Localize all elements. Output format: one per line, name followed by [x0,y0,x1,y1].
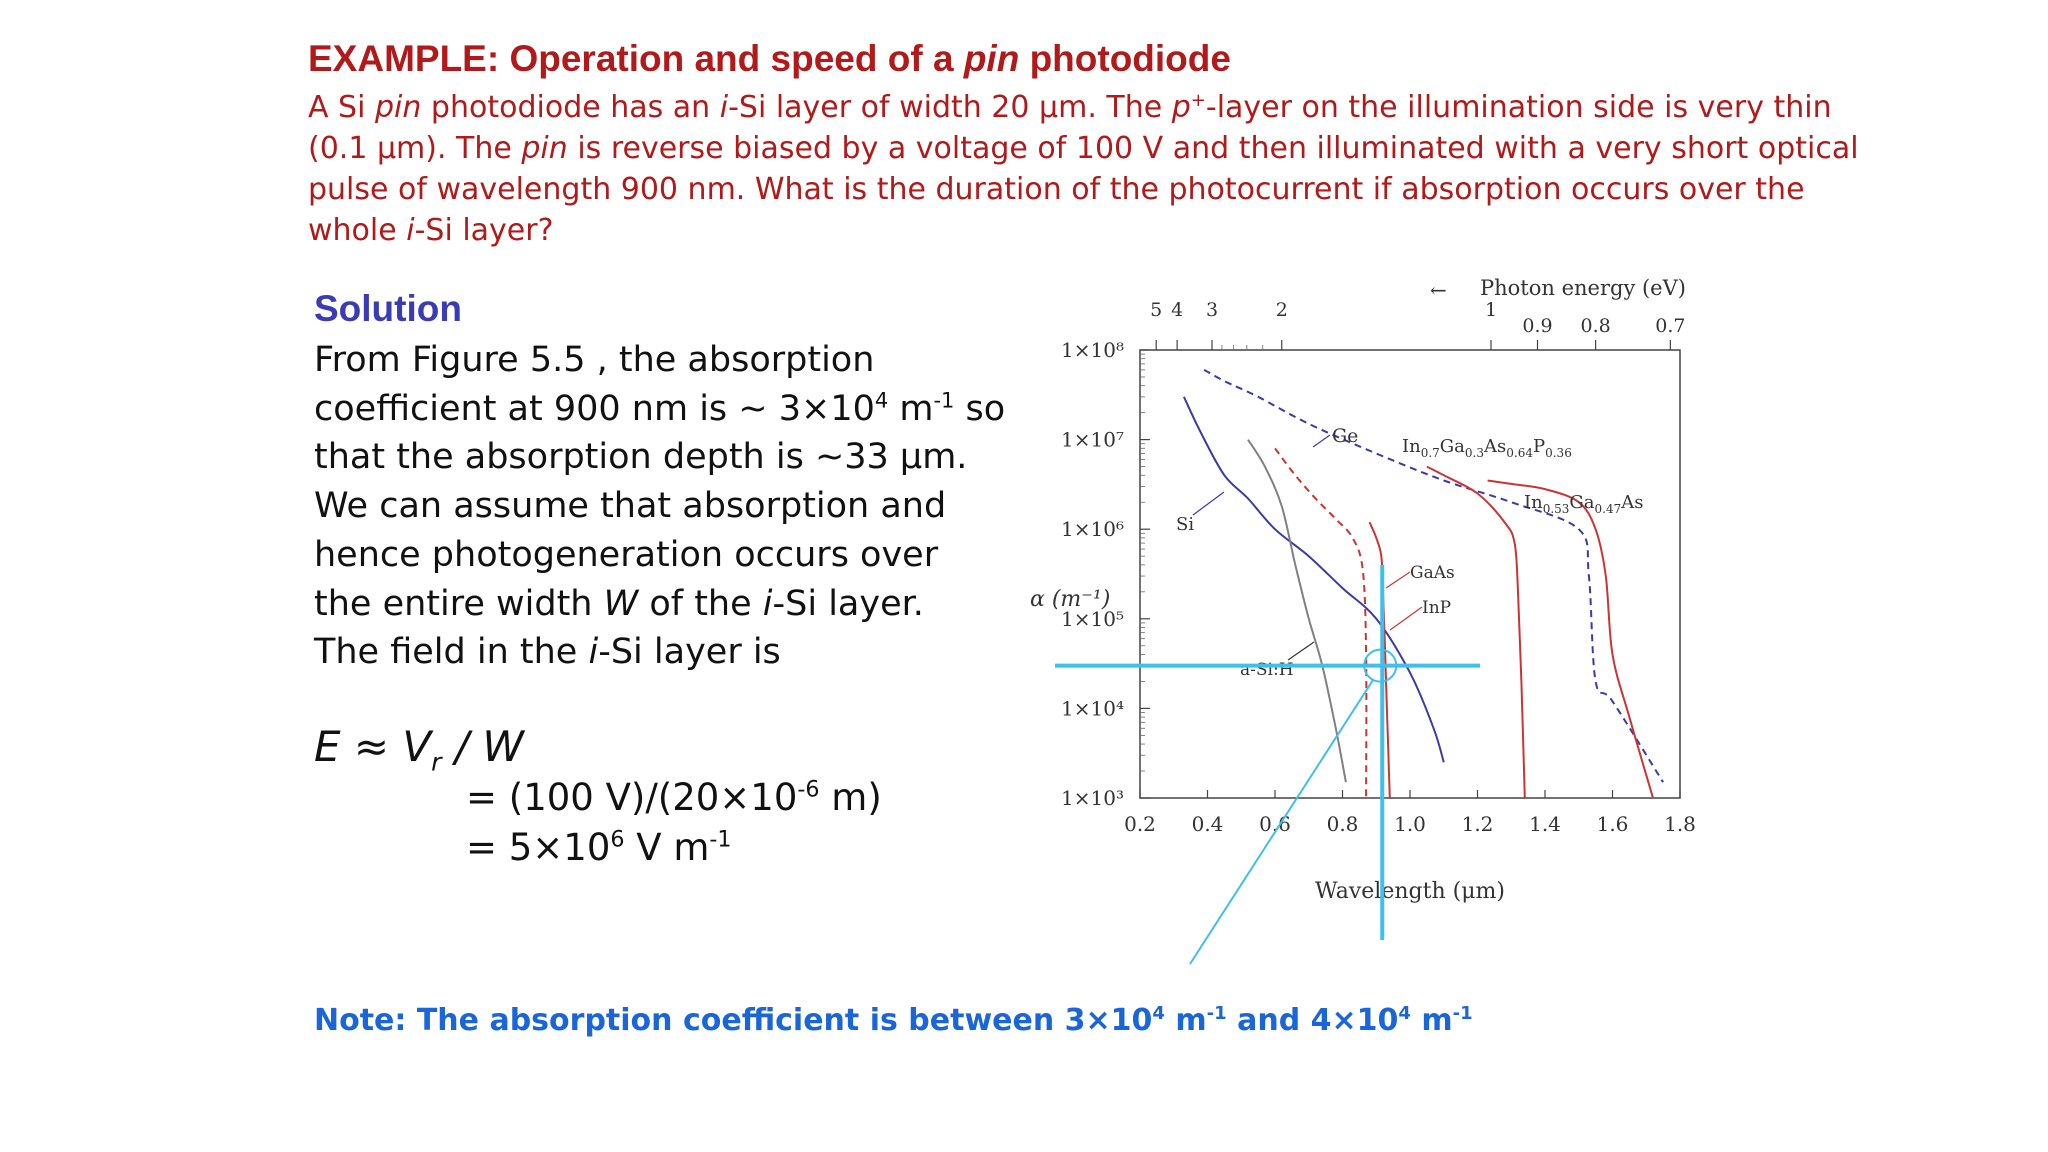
solution-line-2: coefficient at 900 nm is ~ 3×104 m-1 so [314,388,1006,429]
x-tick-label: 0.2 [1124,812,1156,836]
y-tick-label: 1×10⁴ [1061,696,1124,720]
top-tick-label: 0.7 [1655,315,1685,337]
x-axis-label: Wavelength (μm) [1315,879,1505,904]
curve-inp [1368,521,1391,799]
cursor-circle [1363,648,1398,683]
y-tick-label: 1×10⁶ [1061,517,1124,541]
top-tick-label: 4 [1171,299,1183,321]
top-tick-label: 0.9 [1522,315,1552,337]
problem-line-2: (0.1 μm). The pin is reverse biased by a… [308,131,1859,166]
top-tick-label: 0.8 [1581,315,1611,337]
top-tick-label: 3 [1206,299,1218,321]
label-si: Si [1176,514,1194,535]
x-tick-label: 1.6 [1597,812,1629,836]
leader-ge [1312,434,1331,448]
label-ingaas: In0.53Ga0.47As [1524,492,1644,516]
curve-ge [1203,369,1664,783]
label-inp: InP [1422,598,1451,618]
x-tick-label: 1.2 [1462,812,1494,836]
cursor-pointer-arrow [1189,679,1375,965]
solution-heading: Solution [314,288,462,329]
field-equation-step-1: = (100 V)/(20×10-6 m) [466,776,882,819]
y-tick-label: 1×10⁵ [1061,607,1124,631]
field-equation-result: = 5×106 V m-1 [466,826,732,869]
x-tick-label: 0.8 [1327,812,1359,836]
problem-line-1: A Si pin photodiode has an i-Si layer of… [308,90,1832,125]
y-tick-label: 1×10⁸ [1061,338,1124,362]
curve-gaas [1274,447,1368,799]
top-tick-label: 2 [1276,299,1288,321]
top-axis-arrow: ← [1430,278,1447,302]
solution-line-7: The field in the i-Si layer is [314,632,781,673]
x-tick-label: 1.8 [1664,812,1696,836]
axis-ticks: 0.2 0.4 0.6 0.8 1.0 1.2 1.4 1.6 1.81×10³1×10⁴1×1… [1061,299,1696,836]
solution-line-6: the entire width W of the i-Si layer. [314,583,924,624]
leader-si [1192,491,1225,516]
leader-inp [1389,606,1423,631]
x-tick-label: 0.4 [1192,812,1224,836]
label-asih: a-Si:H [1240,660,1294,680]
y-tick-label: 1×10³ [1061,786,1124,810]
chart-curves [1182,369,1664,799]
curve-ingaasp [1426,465,1526,799]
curve-ingaas [1487,479,1654,799]
problem-statement: A Si pin photodiode has an i-Si layer of… [308,87,1859,251]
note-text: Note: The absorption coefficient is betw… [314,1003,1473,1038]
x-tick-label: 1.0 [1394,812,1426,836]
curve-si [1182,396,1445,763]
field-equation: E ≈ Vr / W [314,722,524,777]
label-ge: Ge [1332,425,1358,447]
label-ingaasp: In0.7Ga0.3As0.64P0.36 [1402,436,1572,460]
reading-cursor [1055,565,1480,965]
solution-line-4: We can assume that absorption and [314,486,947,527]
leader-asih [1287,641,1315,661]
x-tick-label: 1.4 [1529,812,1561,836]
solution-text: From Figure 5.5 , the absorption coeffic… [314,336,1005,677]
absorption-chart: 0.2 0.4 0.6 0.8 1.0 1.2 1.4 1.6 1.81×10³1×10⁴1×1… [1030,276,1696,965]
top-axis-label: Photon energy (eV) [1480,276,1686,300]
solution-line-3: that the absorption depth is ~33 μm. [314,437,968,478]
top-tick-label: 5 [1150,299,1162,321]
curve-a-si-h [1247,439,1347,783]
problem-line-4: whole i-Si layer? [308,213,554,248]
problem-line-3: pulse of wavelength 900 nm. What is the … [308,172,1805,207]
y-axis-label: α (m⁻¹) [1030,587,1110,612]
solution-line-5: hence photogeneration occurs over [314,534,939,575]
label-gaas: GaAs [1410,563,1455,583]
top-tick-label: 1 [1485,299,1497,321]
solution-line-1: From Figure 5.5 , the absorption [314,340,875,380]
slide-title: EXAMPLE: Operation and speed of a pin ph… [308,38,1231,79]
y-tick-label: 1×10⁷ [1061,428,1124,452]
leader-gaas [1385,571,1411,589]
